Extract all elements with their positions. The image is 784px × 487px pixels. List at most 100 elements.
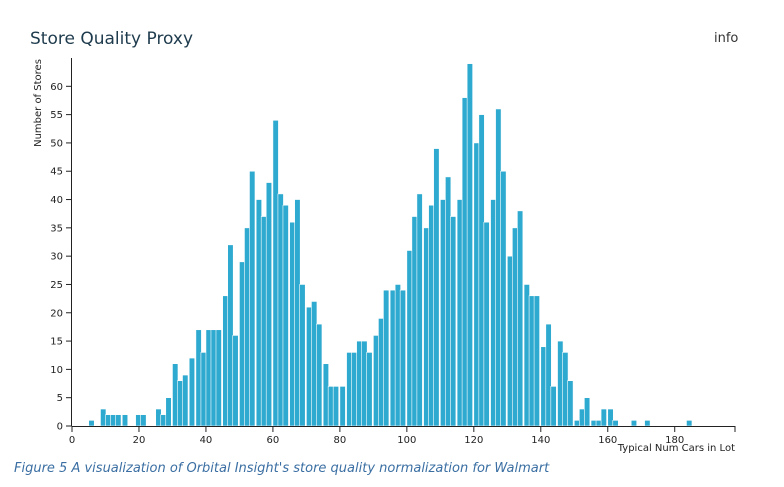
y-tick-label: 45 [50, 167, 63, 178]
histogram-bar [332, 386, 339, 427]
histogram-bar [562, 352, 569, 427]
histogram-bar [373, 335, 380, 427]
histogram-bar [394, 284, 401, 427]
histogram-bar [255, 199, 262, 427]
histogram-bar [512, 227, 519, 427]
histogram-bar [182, 374, 189, 427]
histogram-bar [351, 352, 358, 427]
y-tick-label: 60 [50, 82, 63, 93]
chart-title: Store Quality Proxy [30, 29, 194, 49]
histogram-bar [389, 289, 396, 427]
histogram-bar [135, 414, 142, 427]
y-tick-label: 0 [57, 422, 63, 433]
y-tick-label: 40 [50, 195, 63, 206]
histogram-bar [595, 420, 602, 427]
x-tick-label: 80 [334, 435, 347, 446]
y-tick-label: 35 [50, 223, 63, 234]
y-tick-label: 25 [50, 280, 63, 291]
bar-group [88, 63, 693, 427]
histogram-bar [339, 386, 346, 427]
histogram-bar [540, 346, 547, 427]
histogram-bar [545, 323, 552, 427]
histogram-bar [306, 306, 313, 427]
histogram-bar [222, 295, 229, 427]
histogram-bar [177, 380, 184, 427]
histogram-bar [299, 284, 306, 427]
histogram-bar [528, 295, 535, 427]
histogram-bar [289, 221, 296, 427]
histogram-bar [573, 420, 581, 427]
histogram-bar [155, 408, 162, 427]
histogram-bar [356, 340, 363, 427]
x-tick-label: 180 [665, 435, 684, 446]
histogram-bar [473, 142, 480, 427]
histogram-bar [490, 199, 497, 427]
x-axis-label: Typical Num Cars in Lot [617, 443, 735, 454]
histogram-bar [533, 295, 540, 427]
histogram-bar [630, 420, 638, 427]
histogram-bar [567, 380, 574, 427]
histogram-bar [557, 340, 564, 427]
y-tick-label: 55 [50, 110, 63, 121]
axes: 0 5 10 15 20 25 30 35 40 45 50 55 60 0 20 40 60 80 100 120 1… [50, 58, 736, 446]
histogram-bar [227, 244, 234, 427]
histogram-bar [428, 204, 435, 427]
histogram-bar [100, 408, 107, 427]
x-tick-label: 0 [69, 435, 75, 446]
histogram-bar [466, 63, 473, 427]
histogram-bar [265, 182, 273, 427]
histogram-bar [506, 255, 514, 427]
y-tick-label: 30 [50, 252, 63, 263]
histogram-bar [440, 199, 447, 427]
histogram-bar [322, 363, 329, 427]
x-tick-label: 40 [200, 435, 213, 446]
histogram-bar [121, 414, 129, 427]
histogram-bar [294, 199, 301, 427]
histogram-bar [406, 250, 413, 427]
histogram-bar [277, 193, 284, 427]
histogram-bar [200, 352, 207, 427]
histogram-bar [456, 199, 463, 427]
histogram-bar [232, 335, 239, 427]
histogram-bar [311, 301, 318, 427]
y-tick-label: 50 [50, 138, 63, 149]
histogram-bar [316, 323, 323, 427]
histogram-bar [110, 414, 117, 427]
histogram-bar [607, 408, 614, 427]
histogram-bar [478, 114, 485, 427]
y-tick-label: 15 [50, 337, 63, 348]
histogram-bar [282, 204, 289, 427]
histogram-bar [88, 420, 95, 427]
histogram-bar [584, 397, 591, 427]
histogram-bar [210, 329, 217, 427]
histogram-bar [450, 216, 457, 427]
histogram-bar [249, 170, 256, 427]
y-tick-label: 5 [57, 393, 63, 404]
histogram-bar [423, 227, 430, 427]
histogram-bar [523, 284, 530, 427]
histogram-bar [140, 414, 147, 427]
histogram-bar [378, 318, 385, 427]
histogram-bar [416, 193, 423, 427]
histogram-bar [165, 397, 172, 427]
histogram-bar [215, 329, 222, 427]
x-tick-label: 100 [397, 435, 416, 446]
histogram-bar [160, 414, 167, 427]
histogram-bar [495, 108, 502, 427]
x-tick-label: 60 [267, 435, 280, 446]
histogram-bar [644, 420, 651, 427]
info-link[interactable]: info [714, 31, 739, 46]
histogram-bar [383, 289, 390, 427]
histogram-bar [411, 216, 418, 427]
y-tick-label: 20 [50, 308, 63, 319]
histogram-bar [483, 221, 490, 427]
histogram-bar [578, 408, 586, 427]
histogram-bar [346, 352, 353, 427]
y-axis-label: Number of Stores [33, 59, 44, 147]
x-tick-label: 20 [133, 435, 146, 446]
histogram-bar [239, 261, 246, 427]
histogram-bar [115, 414, 122, 427]
histogram-bar [517, 210, 524, 427]
histogram-bar [445, 176, 452, 427]
